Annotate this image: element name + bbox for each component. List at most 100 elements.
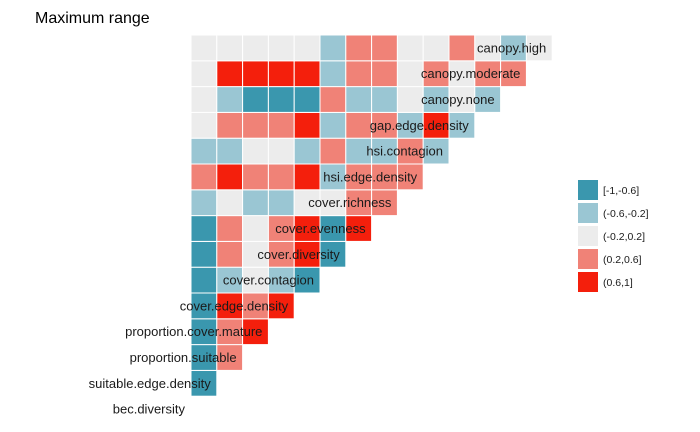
heatmap-cell-cover-richness-x-proportion-suitable xyxy=(242,189,269,217)
heatmap-cell-canopy-high-x-cover-evenness xyxy=(371,34,398,62)
heatmap-cell-hsi-edge-density-x-proportion-suitable xyxy=(242,163,269,191)
heatmap-cell-canopy-none-x-cover-richness xyxy=(396,86,424,113)
heatmap-cell-gap-edge-density-x-cover-edge-density xyxy=(293,111,321,139)
heatmap-cell-cover-richness-x-proportion-cover-mature xyxy=(267,189,295,217)
heatmap-cell-hsi-contagion-x-proportion-cover-mature xyxy=(267,137,295,165)
heatmap-cell-cover-edge-density-x-proportion-cover-mature xyxy=(267,292,295,320)
heatmap-cell-canopy-high-x-suitable-edge-density xyxy=(216,34,244,62)
row-label-hsi-edge-density: hsi.edge.density xyxy=(323,169,417,184)
heatmap-cell-gap-edge-density-x-cover-contagion xyxy=(319,111,347,139)
heatmap-cell-canopy-high-x-hsi-contagion xyxy=(448,34,476,62)
heatmap-cell-canopy-none-x-gap-edge-density xyxy=(474,86,502,113)
heatmap-cell-canopy-high-x-hsi-edge-density xyxy=(422,34,450,62)
heatmap-cell-canopy-moderate-x-bec-diversity xyxy=(190,60,218,88)
heatmap-cell-cover-richness-x-cover-diversity xyxy=(345,189,373,217)
heatmap-cell-canopy-none-x-cover-evenness xyxy=(371,86,398,113)
heatmap-cell-canopy-high-x-cover-edge-density xyxy=(293,34,321,62)
heatmap-cell-hsi-contagion-x-hsi-edge-density xyxy=(422,137,450,165)
heatmap-cell-cover-contagion-x-proportion-suitable xyxy=(242,266,269,294)
heatmap-cell-canopy-moderate-x-cover-richness xyxy=(396,60,424,88)
heatmap-cell-cover-richness-x-bec-diversity xyxy=(190,189,218,217)
row-label-cover-richness: cover.richness xyxy=(308,195,392,210)
legend-swatch-1 xyxy=(578,203,598,223)
row-label-canopy-moderate: canopy.moderate xyxy=(421,66,521,81)
chart-title: Maximum range xyxy=(35,10,150,27)
row-label-proportion-suitable: proportion.suitable xyxy=(130,350,237,365)
heatmap-cell-canopy-moderate-x-hsi-edge-density xyxy=(422,60,450,88)
row-label-canopy-none: canopy.none xyxy=(421,92,495,107)
legend-label-2: (-0.2,0.2] xyxy=(603,231,645,243)
heatmap-cell-canopy-none-x-cover-edge-density xyxy=(293,86,321,113)
heatmap-cell-canopy-none-x-cover-diversity xyxy=(345,86,373,113)
heatmap-cell-cover-evenness-x-cover-edge-density xyxy=(293,215,321,242)
legend-label-0: [-1,-0.6] xyxy=(603,185,639,197)
heatmap-cell-canopy-none-x-suitable-edge-density xyxy=(216,86,244,113)
row-label-cover-contagion: cover.contagion xyxy=(223,273,314,288)
heatmap-cell-canopy-none-x-bec-diversity xyxy=(190,86,218,113)
heatmap-cell-hsi-edge-density-x-cover-evenness xyxy=(371,163,398,191)
heatmap-cell-hsi-edge-density-x-bec-diversity xyxy=(190,163,218,191)
heatmap-cell-proportion-suitable-x-bec-diversity xyxy=(190,344,218,371)
legend-label-4: (0.6,1] xyxy=(603,277,633,289)
row-label-canopy-high: canopy.high xyxy=(477,40,546,55)
legend: [-1,-0.6] (-0.6,-0.2] (-0.2,0.2] (0.2,0.6] (… xyxy=(578,180,649,292)
legend-swatch-0 xyxy=(578,180,598,200)
heatmap-cell-hsi-edge-density-x-cover-diversity xyxy=(345,163,373,191)
heatmap-cell-canopy-moderate-x-suitable-edge-density xyxy=(216,60,244,88)
heatmap-cell-hsi-contagion-x-suitable-edge-density xyxy=(216,137,244,165)
heatmap-cell-proportion-cover-mature-x-proportion-suitable xyxy=(242,318,269,346)
heatmap-cell-canopy-high-x-canopy-none xyxy=(500,34,527,62)
heatmap-cell-canopy-high-x-gap-edge-density xyxy=(474,34,502,62)
heatmap-cell-cover-diversity-x-cover-edge-density xyxy=(293,240,321,268)
heatmap-cell-cover-diversity-x-cover-contagion xyxy=(319,240,347,268)
heatmap-cell-cover-diversity-x-proportion-cover-mature xyxy=(267,240,295,268)
heatmap-cell-canopy-moderate-x-cover-diversity xyxy=(345,60,373,88)
heatmap-cell-gap-edge-density-x-proportion-suitable xyxy=(242,111,269,139)
row-labels: bec.diversity suitable.edge.density propor… xyxy=(89,40,547,416)
heatmap-cell-cover-evenness-x-proportion-cover-mature xyxy=(267,215,295,242)
row-label-gap-edge-density: gap.edge.density xyxy=(370,118,470,133)
heatmap-cell-hsi-contagion-x-proportion-suitable xyxy=(242,137,269,165)
heatmap-cell-gap-edge-density-x-cover-diversity xyxy=(345,111,373,139)
heatmap-cell-cover-diversity-x-suitable-edge-density xyxy=(216,240,244,268)
legend-swatch-2 xyxy=(578,226,598,246)
heatmap-cell-canopy-moderate-x-proportion-cover-mature xyxy=(267,60,295,88)
heatmap-cell-canopy-none-x-cover-contagion xyxy=(319,86,347,113)
heatmap-cell-hsi-edge-density-x-suitable-edge-density xyxy=(216,163,244,191)
legend-swatch-4 xyxy=(578,272,598,292)
row-label-suitable-edge-density: suitable.edge.density xyxy=(89,376,212,391)
heatmap-cell-hsi-edge-density-x-cover-edge-density xyxy=(293,163,321,191)
heatmap-cell-gap-edge-density-x-proportion-cover-mature xyxy=(267,111,295,139)
row-label-cover-evenness: cover.evenness xyxy=(275,221,366,236)
heatmap-cell-canopy-high-x-cover-contagion xyxy=(319,34,347,62)
heatmap-cell-canopy-moderate-x-cover-edge-density xyxy=(293,60,321,88)
heatmap-cell-cover-contagion-x-bec-diversity xyxy=(190,266,218,294)
heatmap-cell-hsi-contagion-x-bec-diversity xyxy=(190,137,218,165)
row-label-proportion-cover-mature: proportion.cover.mature xyxy=(125,324,262,339)
row-label-cover-diversity: cover.diversity xyxy=(257,247,340,262)
row-label-cover-edge-density: cover.edge.density xyxy=(180,298,289,313)
heatmap-cell-cover-contagion-x-proportion-cover-mature xyxy=(267,266,295,294)
heatmap-cell-canopy-moderate-x-canopy-none xyxy=(500,60,527,88)
heatmap-cell-cover-diversity-x-bec-diversity xyxy=(190,240,218,268)
heatmap-cell-canopy-moderate-x-cover-contagion xyxy=(319,60,347,88)
legend-swatch-3 xyxy=(578,249,598,269)
heatmap-cell-canopy-high-x-canopy-moderate xyxy=(525,34,553,62)
heatmap-cell-canopy-high-x-proportion-cover-mature xyxy=(267,34,295,62)
heatmap-cell-gap-edge-density-x-hsi-contagion xyxy=(448,111,476,139)
heatmap-cell-canopy-high-x-bec-diversity xyxy=(190,34,218,62)
heatmap-cell-canopy-high-x-cover-richness xyxy=(396,34,424,62)
row-label-hsi-contagion: hsi.contagion xyxy=(366,144,443,159)
heatmap-cell-cover-evenness-x-proportion-suitable xyxy=(242,215,269,242)
heatmap-cell-canopy-moderate-x-proportion-suitable xyxy=(242,60,269,88)
legend-label-1: (-0.6,-0.2] xyxy=(603,208,649,220)
heatmap-cell-hsi-contagion-x-cover-edge-density xyxy=(293,137,321,165)
legend-label-3: (0.2,0.6] xyxy=(603,254,642,266)
heatmap-cell-cover-evenness-x-suitable-edge-density xyxy=(216,215,244,242)
heatmap-cell-gap-edge-density-x-bec-diversity xyxy=(190,111,218,139)
heatmap-cell-gap-edge-density-x-suitable-edge-density xyxy=(216,111,244,139)
heatmap-cell-canopy-moderate-x-cover-evenness xyxy=(371,60,398,88)
heatmap-cell-suitable-edge-density-x-bec-diversity xyxy=(190,369,218,397)
heatmap-cell-canopy-high-x-proportion-suitable xyxy=(242,34,269,62)
